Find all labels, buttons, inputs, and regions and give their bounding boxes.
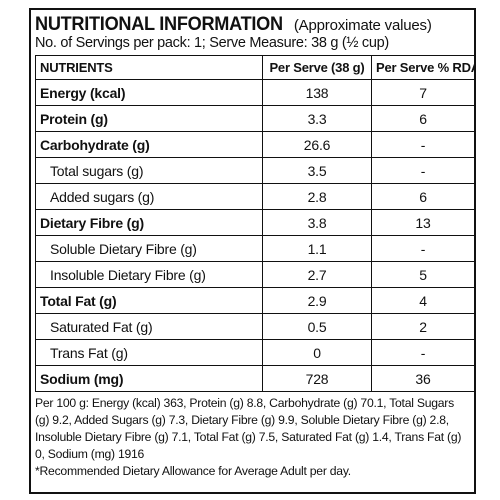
per-serve-value: 2.9: [262, 287, 372, 314]
per-serve-value: 0.5: [262, 313, 372, 340]
rda-value: -: [371, 235, 475, 262]
per-serve-value: 138: [262, 79, 372, 106]
table-row: Total Fat (g) 2.9 4: [35, 287, 475, 314]
table-row: Protein (g) 3.3 6: [35, 105, 475, 132]
rda-value: -: [371, 131, 475, 158]
rda-value: -: [371, 339, 475, 366]
table-row: Added sugars (g) 2.8 6: [35, 183, 475, 210]
per-serve-value: 3.3: [262, 105, 372, 132]
nutrient-label: Energy (kcal): [35, 79, 263, 106]
table-row: Carbohydrate (g) 26.6 -: [35, 131, 475, 158]
table-row: Energy (kcal) 138 7: [35, 79, 475, 106]
per-serve-value: 2.8: [262, 183, 372, 210]
header-rda: Per Serve % RDA*: [371, 55, 475, 80]
rda-note: *Recommended Dietary Allowance for Avera…: [35, 464, 351, 478]
nutrient-label: Total Fat (g): [35, 287, 263, 314]
nutrient-label: Insoluble Dietary Fibre (g): [35, 261, 263, 288]
nutrient-label: Sodium (mg): [35, 365, 263, 392]
header-per-serve: Per Serve (38 g): [262, 55, 372, 80]
nutrient-label: Trans Fat (g): [35, 339, 263, 366]
rda-value: -: [371, 157, 475, 184]
header-nutrients: NUTRIENTS: [35, 55, 263, 80]
table-row: Trans Fat (g) 0 -: [35, 339, 475, 366]
rda-value: 5: [371, 261, 475, 288]
nutrient-label: Carbohydrate (g): [35, 131, 263, 158]
panel-subtitle: (Approximate values): [293, 17, 432, 34]
nutrient-label: Soluble Dietary Fibre (g): [35, 235, 263, 262]
table-header-row: NUTRIENTS Per Serve (38 g) Per Serve % R…: [35, 55, 475, 80]
per-serve-value: 3.8: [262, 209, 372, 236]
table-row: Sodium (mg) 728 36: [35, 365, 475, 392]
rda-value: 6: [371, 183, 475, 210]
per-serve-value: 3.5: [262, 157, 372, 184]
footnote: Per 100 g: Energy (kcal) 363, Protein (g…: [35, 395, 471, 480]
panel-title: NUTRITIONAL INFORMATION: [35, 14, 283, 34]
nutrient-label: Dietary Fibre (g): [35, 209, 263, 236]
rda-value: 6: [371, 105, 475, 132]
per-serve-value: 2.7: [262, 261, 372, 288]
per-100g-note: Per 100 g: Energy (kcal) 363, Protein (g…: [35, 396, 462, 461]
title-row: NUTRITIONAL INFORMATION (Approximate val…: [35, 14, 471, 34]
table-row: Soluble Dietary Fibre (g) 1.1 -: [35, 235, 475, 262]
rda-value: 36: [371, 365, 475, 392]
servings-info: No. of Servings per pack: 1; Serve Measu…: [35, 35, 389, 51]
nutrient-label: Added sugars (g): [35, 183, 263, 210]
table-row: Dietary Fibre (g) 3.8 13: [35, 209, 475, 236]
nutrient-label: Saturated Fat (g): [35, 313, 263, 340]
nutrition-panel: NUTRITIONAL INFORMATION (Approximate val…: [29, 8, 476, 494]
rda-value: 7: [371, 79, 475, 106]
table-row: Insoluble Dietary Fibre (g) 2.7 5: [35, 261, 475, 288]
nutrient-label: Total sugars (g): [35, 157, 263, 184]
per-serve-value: 26.6: [262, 131, 372, 158]
per-serve-value: 1.1: [262, 235, 372, 262]
rda-value: 2: [371, 313, 475, 340]
rda-value: 13: [371, 209, 475, 236]
nutrient-label: Protein (g): [35, 105, 263, 132]
table-row: Saturated Fat (g) 0.5 2: [35, 313, 475, 340]
rda-value: 4: [371, 287, 475, 314]
table-row: Total sugars (g) 3.5 -: [35, 157, 475, 184]
per-serve-value: 0: [262, 339, 372, 366]
per-serve-value: 728: [262, 365, 372, 392]
nutrition-table: NUTRIENTS Per Serve (38 g) Per Serve % R…: [35, 55, 475, 392]
